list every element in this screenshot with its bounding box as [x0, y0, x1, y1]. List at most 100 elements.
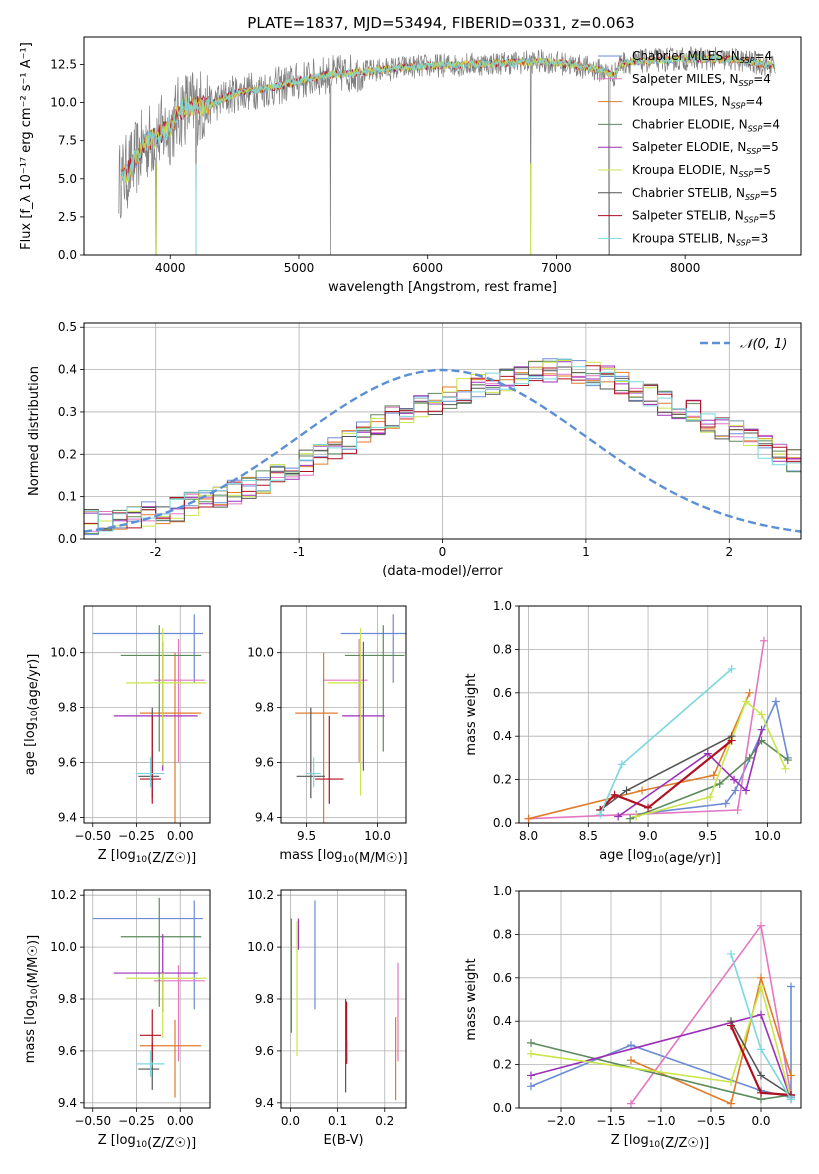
x-tick-label: 0.2	[375, 1114, 394, 1128]
x-axis-label: mass [log10(M/M☉)]	[279, 848, 407, 866]
plus-marker	[632, 812, 641, 821]
y-axis-label: age [log10(age/yr)]	[23, 654, 41, 776]
y-tick-label: 10.0	[50, 940, 77, 954]
plus-marker	[757, 710, 766, 719]
y-tick-label: 9.8	[58, 701, 77, 715]
mass-weight-series-line	[599, 739, 733, 811]
plus-marker	[627, 1041, 635, 1050]
y-tick-label: 0.0	[493, 816, 512, 830]
plus-marker	[757, 973, 765, 982]
axes-frame	[280, 889, 407, 1109]
plus-marker	[745, 688, 754, 697]
y-tick-label: 1.0	[493, 884, 512, 898]
plot-area	[290, 900, 399, 1101]
plus-marker	[627, 1056, 635, 1065]
y-tick-label: 0.5	[58, 320, 77, 334]
plus-marker	[757, 921, 765, 930]
y-tick-label: 9.4	[255, 811, 274, 825]
y-tick-label: 0.2	[493, 773, 512, 787]
y-tick-label: 9.8	[255, 992, 274, 1006]
x-axis-label: Z [log10(Z/Z☉)]	[98, 848, 196, 866]
legend-label: Kroupa MILES, NSSP=4	[632, 95, 763, 111]
plus-marker	[727, 1099, 735, 1108]
x-tick-label: 4000	[155, 261, 186, 275]
x-tick-label: −1.5	[596, 1114, 625, 1128]
axes-frame	[83, 605, 211, 824]
y-tick-label: 10.0	[50, 96, 77, 110]
residual-histogram-step	[84, 360, 801, 539]
x-tick-label: −2.0	[546, 1114, 575, 1128]
plus-marker	[787, 1095, 795, 1104]
plus-marker	[757, 1071, 765, 1080]
panel-mass-vs-EBV: 0.0 0.1 0.2 9.4 9.6 9.8 10.0 10.2 E(B-V)	[247, 888, 407, 1148]
y-axis-label: Flux [f_λ 10⁻¹⁷ erg cm⁻² s⁻¹ A⁻¹]	[19, 42, 34, 250]
residual-histogram-step	[84, 361, 801, 539]
plus-marker	[727, 736, 736, 745]
plus-marker	[709, 771, 718, 780]
plus-marker	[745, 753, 754, 762]
plus-marker	[757, 982, 765, 991]
y-tick-label: 10.2	[247, 888, 274, 902]
plus-marker	[727, 1077, 735, 1086]
axes-frame	[280, 605, 407, 824]
x-tick-label: -2	[150, 545, 162, 559]
plus-marker	[627, 1099, 635, 1108]
model-spectrum-line	[120, 53, 776, 183]
y-tick-label: 10.2	[50, 888, 77, 902]
plus-marker	[626, 814, 635, 823]
y-tick-label: 0.8	[493, 642, 512, 656]
residual-histogram-step	[84, 360, 801, 539]
axes-frame	[83, 322, 802, 540]
y-tick-label: 7.5	[58, 134, 77, 148]
y-axis-label: mass [log10(M/M☉)]	[23, 935, 41, 1063]
y-tick-label: 9.6	[58, 756, 77, 770]
x-tick-label: 0.0	[751, 1114, 770, 1128]
x-tick-label: −1.0	[646, 1114, 675, 1128]
y-tick-label: 0.6	[493, 686, 512, 700]
legend-label: Salpeter MILES, NSSP=4	[632, 72, 771, 88]
plus-marker	[727, 664, 736, 673]
residual-histogram-step	[84, 358, 801, 539]
plus-marker	[757, 1045, 765, 1054]
x-tick-label: 8000	[670, 261, 701, 275]
mass-weight-series-line	[530, 983, 792, 1100]
y-axis-label: Normed distribution	[27, 366, 42, 496]
y-tick-label: 0.0	[58, 248, 77, 262]
plus-marker	[527, 1071, 535, 1080]
mass-weight-series-line	[528, 692, 751, 820]
y-tick-label: 0.0	[58, 532, 77, 546]
plus-marker	[742, 697, 751, 706]
y-tick-label: 9.4	[255, 1096, 274, 1110]
y-tick-label: 0.8	[493, 927, 512, 941]
axes-frame	[518, 605, 802, 824]
residual-histogram-step	[84, 358, 801, 539]
panel-age-vs-mass: 9.5 10.0 9.4 9.6 9.8 10.0 mass [log10(M/M☉)]	[247, 605, 408, 866]
x-tick-label: −0.25	[118, 829, 155, 843]
plus-marker	[781, 764, 790, 773]
plot-area	[524, 636, 792, 823]
plus-marker	[787, 982, 795, 991]
plus-marker	[644, 803, 653, 812]
y-tick-label: 10.0	[247, 940, 274, 954]
plus-marker	[715, 779, 724, 788]
residual-histogram-step	[84, 358, 801, 539]
plus-marker	[771, 697, 780, 706]
plus-marker	[524, 814, 533, 823]
mass-weight-series-line	[630, 974, 792, 1105]
y-tick-label: 9.8	[58, 992, 77, 1006]
y-tick-label: 2.5	[58, 210, 77, 224]
x-tick-label: −0.25	[118, 1114, 155, 1128]
y-tick-label: 0.6	[493, 971, 512, 985]
figure-title: PLATE=1837, MJD=53494, FIBERID=0331, z=0…	[247, 14, 634, 32]
spectrum-legend: Chabrier MILES, NSSP=4 Salpeter MILES, NS…	[598, 49, 780, 247]
legend-label: Kroupa ELODIE, NSSP=5	[632, 163, 771, 179]
x-tick-label: 1	[582, 545, 590, 559]
plus-marker	[706, 792, 715, 801]
panel-residuals: -2 -1 0 1 2 0.0 0.1 0.2 0.3 0.4 0.5 (data-model)/er…	[27, 320, 802, 579]
x-tick-label: 0.1	[328, 1114, 347, 1128]
y-axis-label: mass weight	[464, 673, 479, 755]
plus-marker	[596, 810, 605, 819]
x-axis-label: Z [log10(Z/Z☉)]	[98, 1133, 196, 1151]
y-tick-label: 0.1	[58, 490, 77, 504]
